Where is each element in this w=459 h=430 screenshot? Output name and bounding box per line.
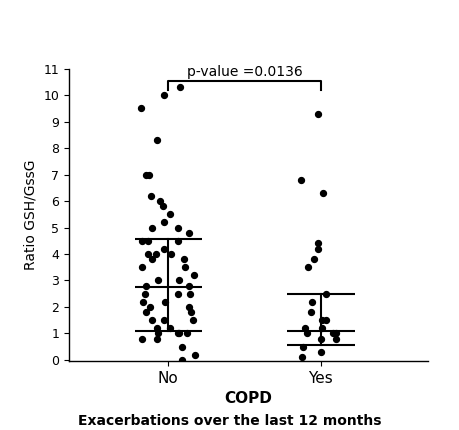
Point [189, 317, 196, 324]
Point [186, 290, 193, 297]
Point [329, 330, 336, 337]
Point [166, 325, 174, 332]
Point [181, 264, 188, 271]
Point [175, 277, 182, 284]
Point [307, 309, 314, 316]
Point [187, 309, 194, 316]
Point [309, 256, 317, 263]
Point [175, 330, 182, 337]
Point [174, 237, 181, 244]
Point [141, 290, 149, 297]
Point [153, 325, 160, 332]
Point [322, 317, 329, 324]
Point [191, 351, 198, 358]
Point [314, 111, 321, 117]
Text: p-value =0.0136: p-value =0.0136 [186, 64, 302, 79]
Point [178, 343, 185, 350]
Point [160, 92, 167, 99]
Text: Exacerbations over the last 12 months: Exacerbations over the last 12 months [78, 414, 381, 428]
Point [313, 245, 320, 252]
X-axis label: COPD: COPD [224, 391, 272, 406]
Point [174, 330, 182, 337]
Point [162, 298, 169, 305]
Point [185, 304, 192, 310]
Point [318, 317, 325, 324]
Point [148, 317, 156, 324]
Point [183, 330, 190, 337]
Point [144, 237, 151, 244]
Point [185, 283, 192, 289]
Point [138, 264, 145, 271]
Point [317, 348, 324, 355]
Point [153, 137, 161, 144]
Point [148, 224, 155, 231]
Point [154, 330, 162, 337]
Point [156, 198, 163, 205]
Point [317, 325, 325, 332]
Point [152, 251, 160, 258]
Point [174, 224, 182, 231]
Point [137, 105, 144, 112]
Point [152, 335, 160, 342]
Point [190, 272, 197, 279]
Point [166, 211, 174, 218]
Point [331, 335, 339, 342]
Point [299, 343, 306, 350]
Point [174, 290, 181, 297]
Point [332, 330, 339, 337]
Point [180, 256, 187, 263]
Point [148, 256, 155, 263]
Point [303, 330, 310, 337]
Y-axis label: Ratio GSH/GssG: Ratio GSH/GssG [24, 160, 38, 270]
Point [298, 354, 305, 361]
Point [160, 245, 167, 252]
Point [301, 325, 308, 332]
Point [158, 203, 166, 210]
Point [146, 304, 153, 310]
Point [145, 171, 152, 178]
Point [145, 251, 152, 258]
Point [304, 264, 311, 271]
Point [142, 309, 150, 316]
Point [160, 317, 167, 324]
Point [178, 356, 185, 363]
Point [297, 176, 304, 183]
Point [138, 335, 145, 342]
Point [308, 298, 315, 305]
Point [147, 192, 154, 199]
Point [176, 84, 184, 91]
Point [185, 230, 192, 236]
Point [314, 240, 321, 247]
Point [168, 251, 175, 258]
Point [154, 277, 161, 284]
Point [319, 190, 326, 197]
Point [322, 290, 329, 297]
Point [160, 219, 167, 226]
Point [139, 298, 146, 305]
Point [142, 171, 149, 178]
Point [138, 237, 146, 244]
Point [316, 335, 324, 342]
Point [142, 283, 150, 289]
